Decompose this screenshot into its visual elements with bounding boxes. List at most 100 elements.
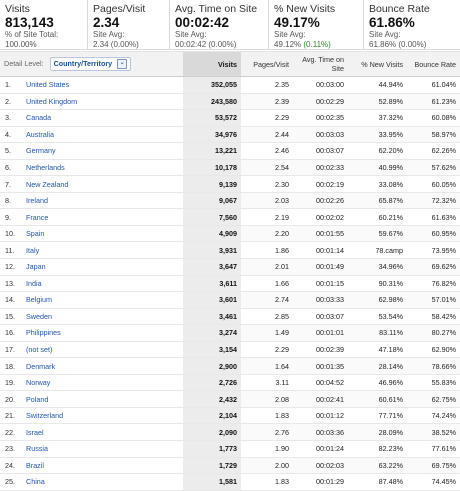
new-visits-cell: 33.08% [348,175,408,193]
country-link[interactable]: Norway [26,378,51,388]
metric-card-new-visits[interactable]: % New Visits 49.17% Site Avg: 49.12% (0.… [269,0,364,49]
pages-per-visit-cell: 1.64 [241,357,294,375]
column-header-pages-per-visit[interactable]: Pages/Visit [241,51,294,77]
row-index: 14. [0,291,22,309]
country-link[interactable]: Israel [26,427,44,437]
bounce-rate-cell: 60.95% [407,225,460,243]
country-link[interactable]: Australia [26,129,54,139]
metric-card-pages-per-visit[interactable]: Pages/Visit 2.34 Site Avg: 2.34 (0.00%) [88,0,170,49]
country-cell: China [22,473,184,491]
pages-per-visit-cell: 1.49 [241,324,294,342]
table-row: 5. Germany 13,221 2.46 00:03:07 62.20% 62.26% [0,142,460,160]
pages-per-visit-cell: 1.83 [241,407,294,425]
row-index: 10. [0,225,22,243]
pages-per-visit-cell: 2.20 [241,225,294,243]
visits-cell: 1,773 [183,440,242,458]
avg-time-cell: 00:02:03 [293,457,349,475]
country-cell: Ireland [22,192,184,210]
visits-cell: 7,560 [183,208,242,226]
avg-time-cell: 00:02:19 [293,175,349,193]
visits-cell: 2,900 [183,357,242,375]
country-link[interactable]: Denmark [26,361,56,371]
column-header-bounce-rate[interactable]: Bounce Rate [407,51,460,77]
new-visits-cell: 87.48% [348,473,408,491]
table-row: 7. New Zealand 9,139 2.30 00:02:19 33.08% 60.0… [0,175,460,193]
bounce-rate-cell: 57.01% [407,291,460,309]
metric-label: Avg. Time on Site [175,3,258,15]
country-link[interactable]: Spain [26,229,45,239]
metric-subvalue: 61.86% (0.00%) [369,39,427,49]
metric-card-avg-time-on-site[interactable]: Avg. Time on Site 00:02:42 Site Avg: 00:… [170,0,269,49]
row-index: 2. [0,93,22,111]
country-link[interactable]: Russia [26,444,48,454]
new-visits-cell: 62.98% [348,291,408,309]
bounce-rate-cell: 58.42% [407,308,460,326]
country-link[interactable]: Philippines [26,328,61,338]
country-cell: Brazil [22,457,184,475]
metric-value: 813,143 [5,15,54,30]
metric-subtext: Site Avg: [175,30,207,39]
row-index: 8. [0,192,22,210]
bounce-rate-cell: 72.32% [407,192,460,210]
country-link[interactable]: (not set) [26,345,53,355]
avg-time-cell: 00:02:41 [293,390,349,408]
row-index: 15. [0,308,22,326]
visits-cell: 13,221 [183,142,242,160]
bounce-rate-cell: 69.62% [407,258,460,276]
country-link[interactable]: United States [26,80,70,90]
country-link[interactable]: Germany [26,146,56,156]
metric-card-bounce-rate[interactable]: Bounce Rate 61.86% Site Avg: 61.86% (0.0… [364,0,460,49]
metric-value: 2.34 [93,15,120,30]
table-row: 24. Brazil 1,729 2.00 00:02:03 63.22% 69.75% [0,457,460,475]
country-link[interactable]: Italy [26,245,40,255]
dimension-dropdown-value: Country/Territory [53,58,113,68]
bounce-rate-cell: 80.27% [407,324,460,342]
avg-time-cell: 00:03:00 [293,76,349,94]
avg-time-cell: 00:02:39 [293,341,349,359]
country-link[interactable]: Belgium [26,295,52,305]
column-header-visits[interactable]: Visits [183,51,242,77]
metric-card-visits[interactable]: Visits 813,143 % of Site Total: 100.00% [0,0,88,49]
country-link[interactable]: Sweden [26,311,52,321]
country-link[interactable]: France [26,212,49,222]
dimension-dropdown[interactable]: Country/Territory ⌄ [49,56,132,72]
table-row: 19. Norway 2,726 3.11 00:04:52 46.96% 55.83% [0,374,460,392]
new-visits-cell: 77.71% [348,407,408,425]
avg-time-cell: 00:02:02 [293,208,349,226]
pages-per-visit-cell: 2.85 [241,308,294,326]
table-row: 6. Netherlands 10,178 2.54 00:02:33 40.99% 57.… [0,159,460,177]
row-index: 23. [0,440,22,458]
table-row: 8. Ireland 9,067 2.03 00:02:26 65.87% 72.32% [0,192,460,210]
country-link[interactable]: Netherlands [26,163,65,172]
new-visits-cell: 83.11% [348,324,408,342]
country-link[interactable]: Canada [26,113,52,123]
country-cell: New Zealand [22,175,184,193]
country-cell: Italy [22,241,184,260]
row-index: 22. [0,423,22,442]
country-link[interactable]: India [26,278,42,288]
country-link[interactable]: United Kingdom [26,96,78,106]
avg-time-cell: 00:02:35 [293,109,349,127]
table-row: 13. India 3,611 1.66 00:01:15 90.31% 76.82% [0,275,460,293]
new-visits-cell: 52.89% [348,93,408,111]
avg-time-cell: 00:02:29 [293,93,349,111]
column-header-avg-time[interactable]: Avg. Time on Site [293,51,349,77]
visits-cell: 1,581 [183,473,242,491]
visits-cell: 3,461 [183,308,242,326]
avg-time-cell: 00:01:29 [293,473,349,491]
bounce-rate-cell: 61.63% [407,208,460,226]
country-link[interactable]: Brazil [26,460,44,470]
country-cell: France [22,208,184,226]
country-link[interactable]: China [26,477,45,487]
country-link[interactable]: Japan [26,262,46,272]
new-visits-cell: 34.96% [348,258,408,276]
country-link[interactable]: Switzerland [26,411,64,421]
column-header-new-visits[interactable]: % New Visits [348,51,408,77]
visits-cell: 3,611 [183,275,242,293]
country-link[interactable]: New Zealand [26,179,69,189]
bounce-rate-cell: 58.97% [407,126,460,144]
country-link[interactable]: Ireland [26,196,48,206]
country-link[interactable]: Poland [26,394,49,404]
avg-time-cell: 00:01:35 [293,357,349,375]
table-row: 20. Poland 2,432 2.08 00:02:41 60.61% 62.75% [0,390,460,408]
